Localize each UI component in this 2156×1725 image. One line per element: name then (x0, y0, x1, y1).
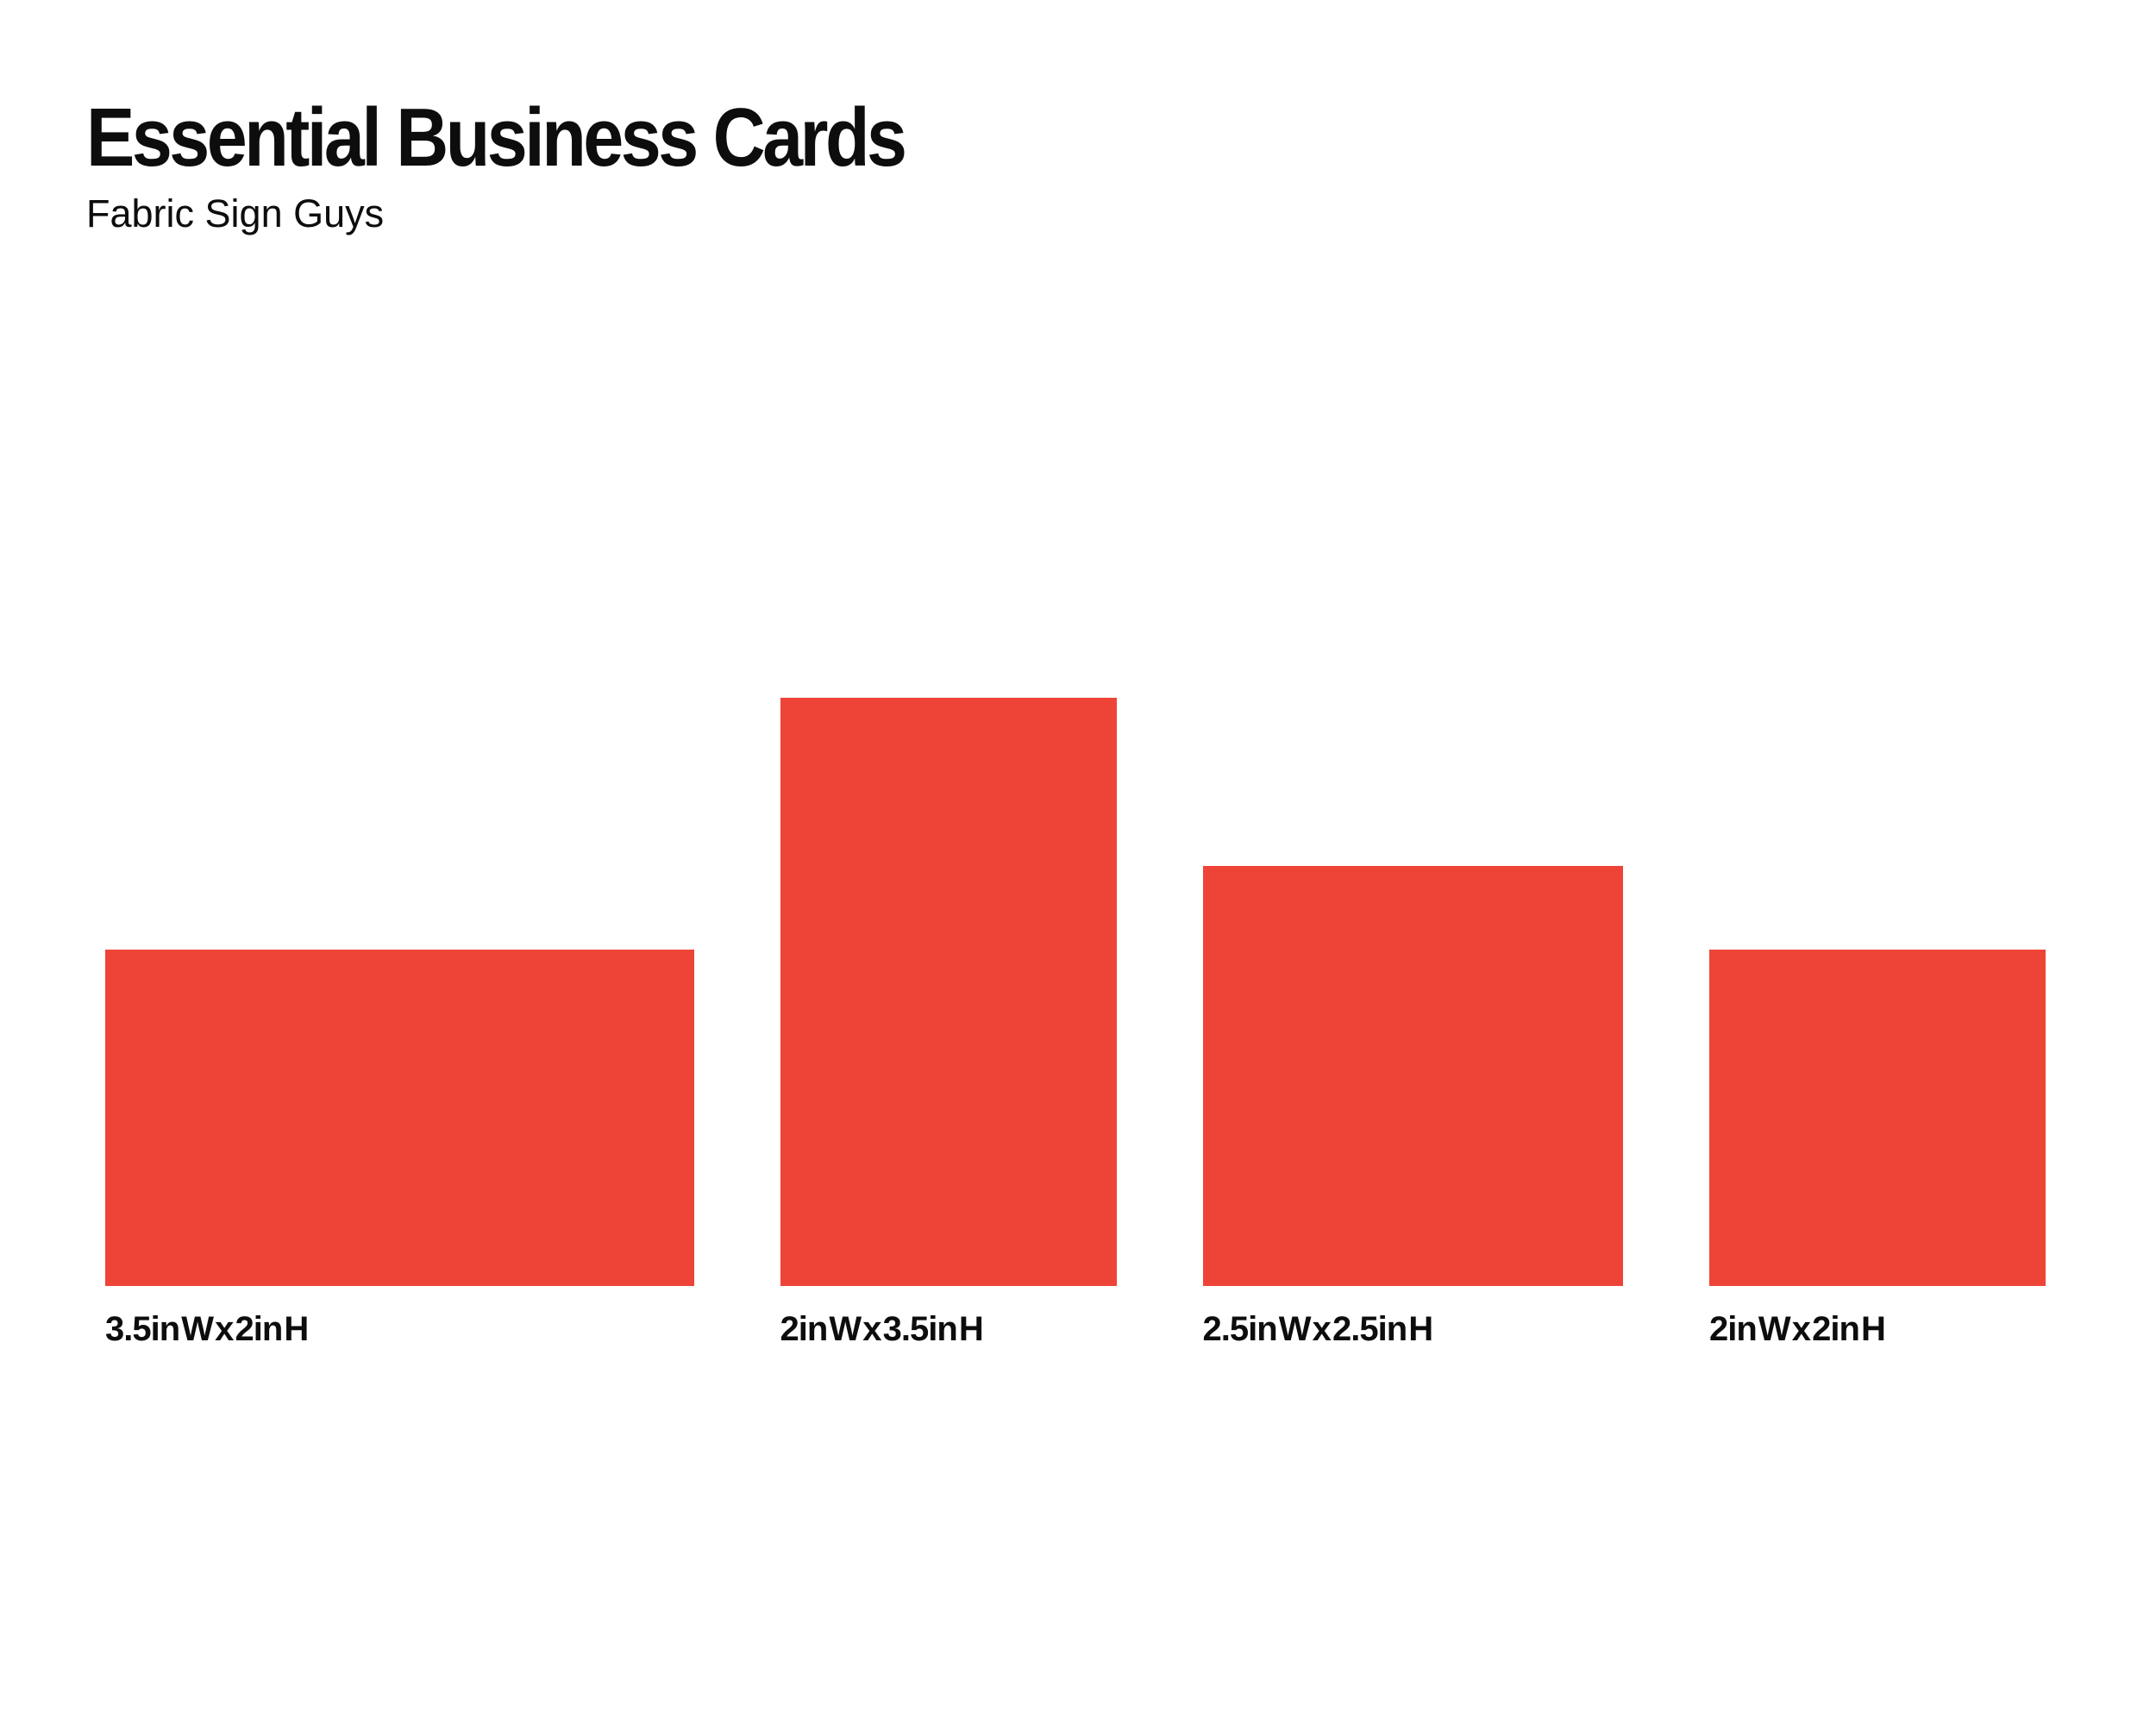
card-size-label: 2in W x 3.5in H (780, 1310, 984, 1348)
card-swatch-2x2 (1709, 950, 2046, 1286)
card-size-label: 2.5in W x 2.5in H (1202, 1310, 1434, 1348)
card-swatch-2-5x2-5 (1202, 865, 1623, 1286)
page-title: Essential Business Cards (86, 91, 907, 184)
card-size-item: 2in W x 2in H (1709, 950, 2046, 1350)
card-size-item: 2.5in W x 2.5in H (1202, 865, 1623, 1351)
card-swatch-3-5x2 (105, 950, 694, 1286)
page-subtitle: Fabric Sign Guys (86, 191, 385, 235)
header: Essential Business Cards Fabric Sign Guy… (86, 91, 1016, 235)
card-size-comparison: 3.5in W x 2in H 2in W x 3.5in H 2.5in W … (105, 697, 2046, 1351)
card-size-label: 2in W x 2in H (1709, 1310, 1886, 1348)
card-swatch-2x3-5 (780, 697, 1117, 1286)
card-size-item: 3.5in W x 2in H (105, 950, 694, 1350)
card-size-label: 3.5in W x 2in H (105, 1310, 309, 1348)
card-size-item: 2in W x 3.5in H (780, 697, 1117, 1351)
